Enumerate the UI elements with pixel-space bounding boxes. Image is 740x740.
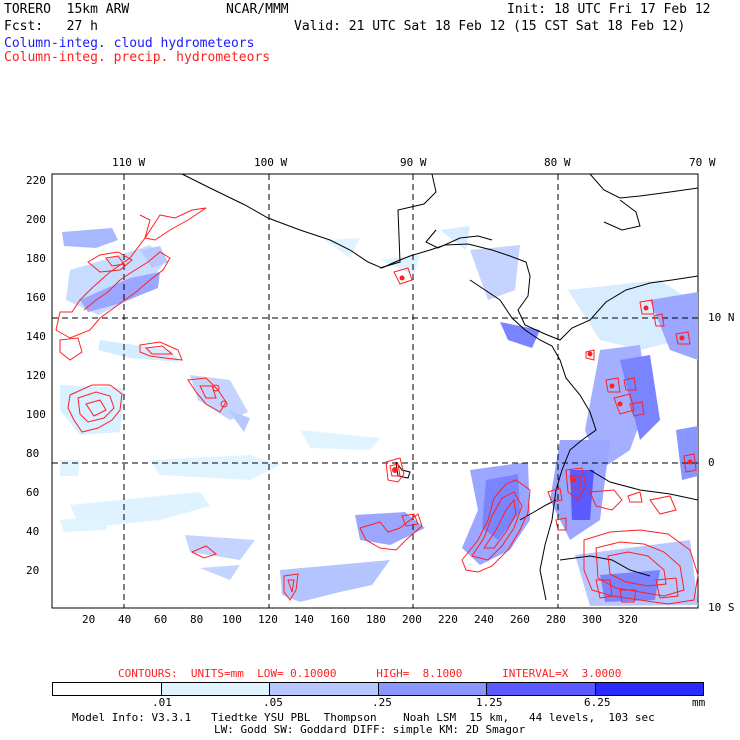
lat-label-10n: 10 N [708, 311, 735, 324]
x-tick: 320 [618, 613, 638, 626]
x-tick: 260 [510, 613, 530, 626]
precip-field-label: Column-integ. precip. hydrometeors [4, 50, 271, 65]
colorbar-unit: mm [692, 696, 706, 709]
colorbar-label: .25 [372, 696, 392, 709]
colorbar-bin [53, 683, 162, 695]
valid-time: Valid: 21 UTC Sat 18 Feb 12 (15 CST Sat … [294, 19, 686, 34]
y-tick: 100 [26, 408, 46, 421]
x-tick: 200 [402, 613, 422, 626]
lat-label-0: 0 [708, 456, 715, 469]
colorbar-bin [595, 683, 703, 695]
colorbar-label: 1.25 [476, 696, 503, 709]
forecast-hour: Fcst: 27 h [4, 19, 98, 34]
x-tick: 280 [546, 613, 566, 626]
y-tick: 40 [26, 525, 40, 538]
x-tick: 20 [82, 613, 96, 626]
x-tick: 100 [222, 613, 242, 626]
lon-label-90w: 90 W [400, 156, 427, 169]
model-title: TORERO 15km ARW [4, 2, 130, 17]
physics-info: LW: Godd SW: Goddard DIFF: simple KM: 2D… [214, 723, 526, 736]
y-tick: 180 [26, 252, 46, 265]
y-tick: 120 [26, 369, 46, 382]
y-tick: 20 [26, 564, 40, 577]
colorbar [52, 682, 704, 696]
cloud-shading [60, 226, 698, 606]
y-tick: 140 [26, 330, 46, 343]
precip-contours [55, 207, 699, 605]
y-tick: 200 [26, 213, 46, 226]
contour-info: CONTOURS: UNITS=mm LOW= 0.10000 HIGH= 8.… [118, 667, 622, 680]
x-tick: 220 [438, 613, 458, 626]
map-frame [51, 173, 699, 609]
lon-label-100w: 100 W [254, 156, 288, 169]
x-tick: 180 [366, 613, 386, 626]
colorbar-bin [270, 683, 379, 695]
init-time: Init: 18 UTC Fri 17 Feb 12 [507, 2, 711, 17]
colorbar-bin [378, 683, 487, 695]
y-tick: 80 [26, 447, 40, 460]
colorbar-label: .01 [152, 696, 172, 709]
lon-label-110w: 110 W [112, 156, 146, 169]
x-tick: 300 [582, 613, 602, 626]
precip-cores [392, 275, 693, 483]
y-tick: 60 [26, 486, 40, 499]
colorbar-bin [161, 683, 270, 695]
colorbar-bin [487, 683, 596, 695]
y-tick: 160 [26, 291, 46, 304]
x-tick: 60 [154, 613, 168, 626]
x-tick: 140 [294, 613, 314, 626]
lat-label-10s: 10 S [708, 601, 735, 614]
colorbar-label: 6.25 [584, 696, 611, 709]
x-tick: 240 [474, 613, 494, 626]
grid-lines [52, 174, 698, 608]
org-label: NCAR/MMM [226, 2, 289, 17]
x-tick: 80 [190, 613, 204, 626]
x-tick: 120 [258, 613, 278, 626]
x-tick: 160 [330, 613, 350, 626]
coastlines [181, 173, 699, 601]
x-tick: 40 [118, 613, 132, 626]
lon-label-70w: 70 W [689, 156, 716, 169]
cloud-field-label: Column-integ. cloud hydrometeors [4, 36, 255, 51]
colorbar-label: .05 [263, 696, 283, 709]
model-info: Model Info: V3.3.1 Tiedtke YSU PBL Thomp… [72, 711, 655, 724]
lon-label-80w: 80 W [544, 156, 571, 169]
y-tick: 220 [26, 174, 46, 187]
